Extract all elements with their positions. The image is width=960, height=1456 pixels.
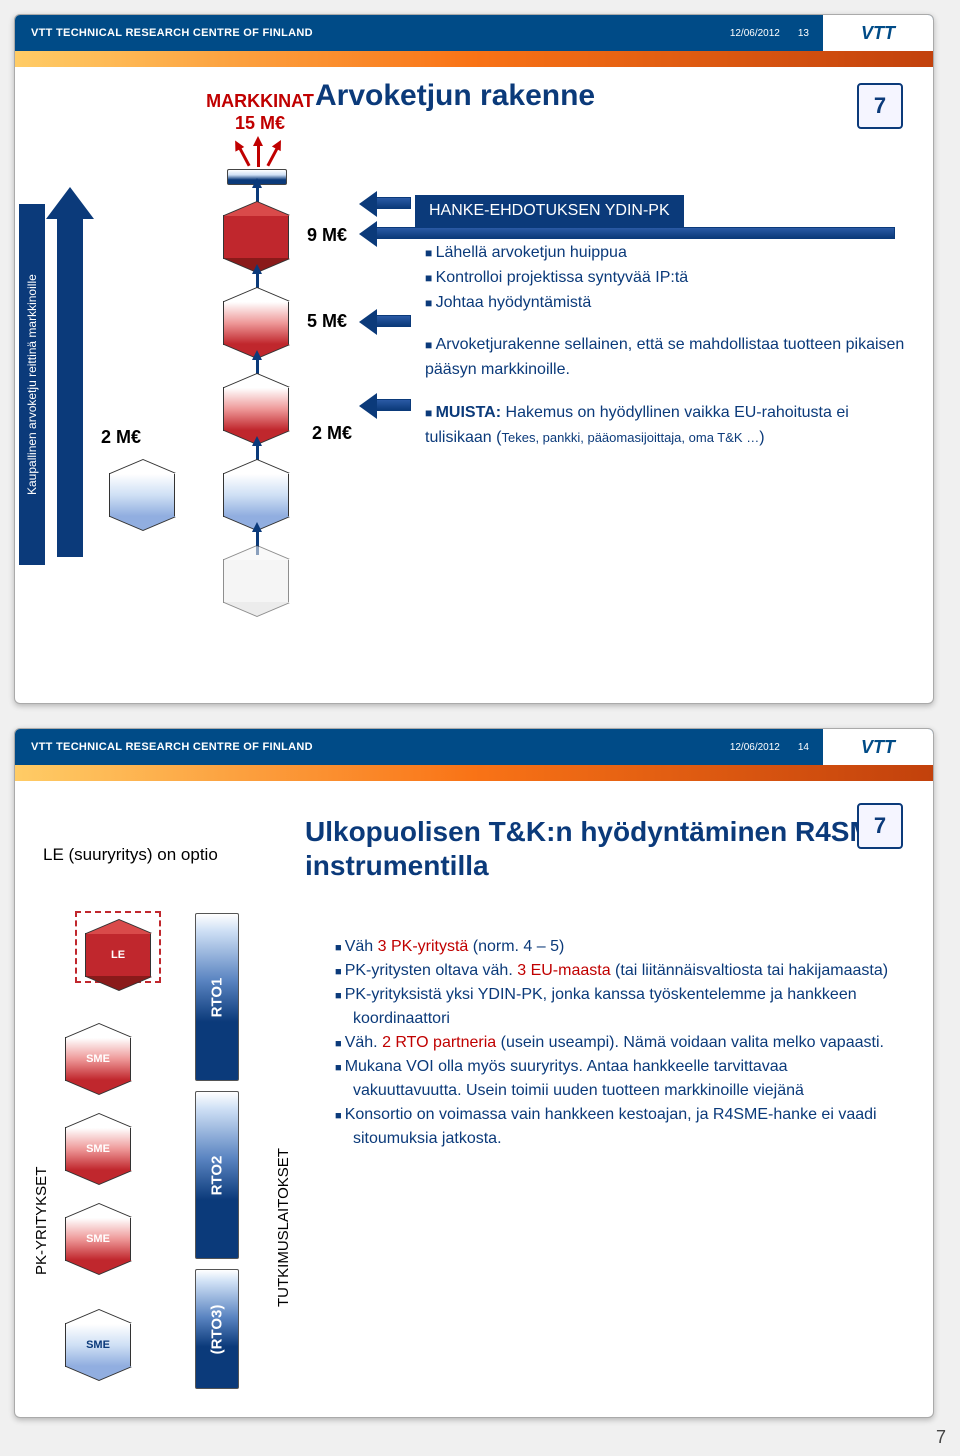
bullet-item-muista: MUISTA: Hakemus on hyödyllinen vaikka EU… — [425, 401, 905, 451]
slide-title: Ulkopuolisen T&K:n hyödyntäminen R4SME i… — [305, 815, 895, 882]
topbar-date: 12/06/2012 — [730, 28, 780, 39]
fp7-badge: 7 — [857, 803, 903, 849]
orange-divider — [15, 765, 933, 781]
hex-node — [223, 473, 289, 517]
hex-le: LE — [85, 933, 151, 977]
blue-arrow-icon — [375, 315, 411, 327]
slide-r4sme: VTT TECHNICAL RESEARCH CENTRE OF FINLAND… — [14, 728, 934, 1418]
slide-arvoketjun-rakenne: VTT TECHNICAL RESEARCH CENTRE OF FINLAND… — [14, 14, 934, 704]
slide-number: 14 — [798, 742, 809, 753]
hex-node — [223, 301, 289, 345]
amount-5: 5 M€ — [307, 311, 347, 332]
amount-2a: 2 M€ — [312, 423, 352, 444]
rto1-block: RTO1 — [195, 913, 239, 1081]
rto2-block: RTO2 — [195, 1091, 239, 1259]
vtt-logo: VTT — [823, 15, 933, 51]
hex-ghost — [223, 559, 289, 603]
hex-node — [223, 387, 289, 431]
bullet-item: Lähellä arvoketjun huippua — [425, 241, 905, 266]
vtt-logo: VTT — [823, 729, 933, 765]
fan-arrow-icon — [238, 147, 250, 166]
topbar-date: 12/06/2012 — [730, 742, 780, 753]
hex-sme: SME — [65, 1217, 131, 1261]
bullet-item: Väh. 2 RTO partneria (usein useampi). Nä… — [335, 1031, 895, 1055]
topbar: VTT TECHNICAL RESEARCH CENTRE OF FINLAND… — [15, 15, 933, 51]
amount-2b: 2 M€ — [101, 427, 141, 448]
slide-title: Arvoketjun rakenne — [315, 79, 595, 113]
fan-arrow-icon — [266, 147, 278, 166]
slide-number: 13 — [798, 28, 809, 39]
bullet-list: Väh 3 PK-yritystä (norm. 4 – 5) PK-yrity… — [335, 935, 895, 1151]
hex-sme: SME — [65, 1037, 131, 1081]
callout-header: HANKE-EHDOTUKSEN YDIN-PK — [415, 195, 684, 227]
org-name: VTT TECHNICAL RESEARCH CENTRE OF FINLAND — [31, 15, 313, 51]
bullet-item: Johtaa hyödyntämistä — [425, 291, 905, 316]
org-name: VTT TECHNICAL RESEARCH CENTRE OF FINLAND — [31, 729, 313, 765]
vlabel-tutkimuslaitokset: TUTKIMUSLAITOKSET — [275, 1148, 292, 1307]
bullet-item: Mukana VOI olla myös suuryritys. Antaa h… — [335, 1055, 895, 1103]
hex-side-node — [109, 473, 175, 517]
bullet-item: PK-yritysten oltava väh. 3 EU-maasta (ta… — [335, 959, 895, 983]
market-label: MARKKINAT 15 M€ — [185, 91, 335, 134]
rto3-block: (RTO3) — [195, 1269, 239, 1389]
orange-divider — [15, 51, 933, 67]
subtitle: LE (suuryritys) on optio — [43, 845, 218, 865]
arrow-up-icon — [57, 217, 83, 557]
vertical-label: Kaupallinen arvoketju reittinä markkinoi… — [19, 204, 45, 565]
bullet-item: Väh 3 PK-yritystä (norm. 4 – 5) — [335, 935, 895, 959]
bullet-list: Lähellä arvoketjun huippua Kontrolloi pr… — [425, 241, 905, 451]
fp7-badge: 7 — [857, 83, 903, 129]
hex-top-red — [223, 215, 289, 259]
bullet-item: Konsortio on voimassa vain hankkeen kest… — [335, 1103, 895, 1151]
bullet-item: Arvoketjurakenne sellainen, että se mahd… — [425, 333, 905, 383]
fan-arrow-icon — [257, 145, 260, 167]
blue-arrow-icon — [375, 399, 411, 411]
blue-arrow-icon — [375, 197, 411, 209]
bullet-item: Kontrolloi projektissa syntyvää IP:tä — [425, 266, 905, 291]
bullet-item: PK-yrityksistä yksi YDIN-PK, jonka kanss… — [335, 983, 895, 1031]
amount-9: 9 M€ — [307, 225, 347, 246]
topbar: VTT TECHNICAL RESEARCH CENTRE OF FINLAND… — [15, 729, 933, 765]
hex-sme-blue: SME — [65, 1323, 131, 1367]
blue-arrow-icon — [375, 227, 895, 239]
vlabel-pk-yritykset: PK-YRITYKSET — [33, 1167, 50, 1275]
hex-sme: SME — [65, 1127, 131, 1171]
